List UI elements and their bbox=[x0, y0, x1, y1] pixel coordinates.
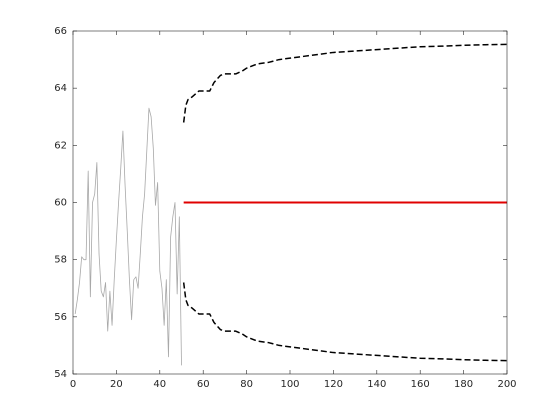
y-tick-label: 56 bbox=[54, 312, 67, 323]
y-tick-label: 54 bbox=[54, 369, 67, 380]
y-tick-label: 66 bbox=[54, 26, 67, 37]
series-line bbox=[74, 107, 182, 366]
x-tick-label: 200 bbox=[497, 379, 516, 390]
y-tick-label: 62 bbox=[54, 140, 67, 151]
x-tick-label: 20 bbox=[110, 379, 123, 390]
x-tick-label: 80 bbox=[240, 379, 253, 390]
axes-box bbox=[72, 30, 508, 375]
x-tick-label: 120 bbox=[324, 379, 343, 390]
y-tick-label: 64 bbox=[54, 83, 67, 94]
series-line bbox=[182, 282, 508, 362]
y-tick-label: 58 bbox=[54, 255, 67, 266]
x-tick-label: 140 bbox=[367, 379, 386, 390]
x-tick-label: 100 bbox=[280, 379, 299, 390]
y-tick-label: 60 bbox=[54, 198, 67, 209]
series-line bbox=[182, 43, 508, 123]
x-tick-label: 0 bbox=[70, 379, 76, 390]
x-tick-label: 160 bbox=[411, 379, 430, 390]
x-tick-label: 180 bbox=[454, 379, 473, 390]
x-tick-label: 40 bbox=[153, 379, 166, 390]
x-tick-label: 60 bbox=[197, 379, 210, 390]
